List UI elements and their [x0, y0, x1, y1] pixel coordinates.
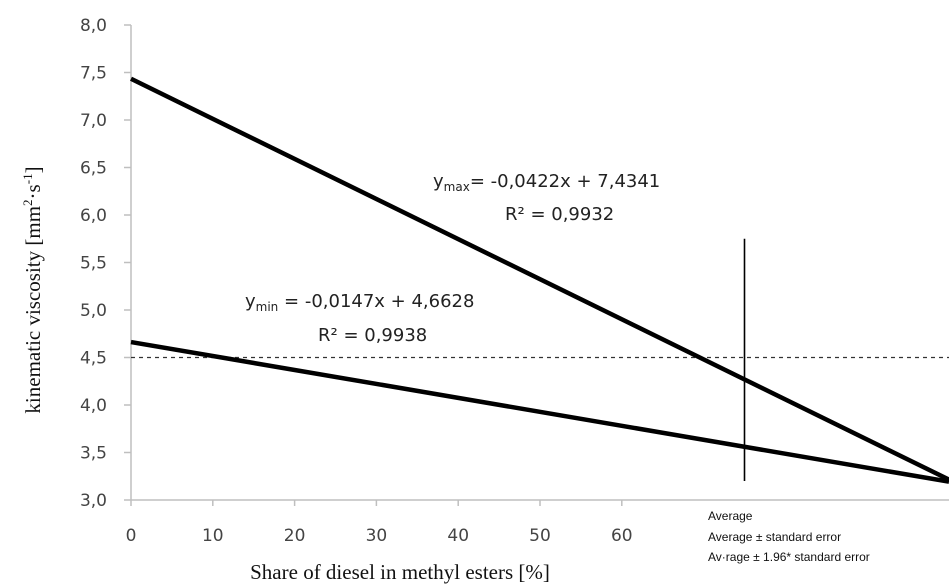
legend-item-average-196se: Av·rage ± 1.96* standard error — [708, 550, 870, 564]
x-tick-label: 0 — [126, 526, 137, 546]
legend-item-average-se: Average ± standard error — [708, 530, 841, 544]
y-tick-label: 3,0 — [80, 491, 107, 511]
chart-marks — [130, 76, 949, 484]
y-tick-label: 4,5 — [80, 349, 107, 369]
legend-item-average: Average — [708, 509, 753, 523]
y-tick-label: 7,0 — [80, 111, 107, 131]
x-tick-label: 40 — [447, 526, 469, 546]
x-tick-label: 20 — [284, 526, 306, 546]
ymax-equation: ymax= -0,0422x + 7,4341 — [433, 171, 660, 194]
y-tick-label: 8,0 — [80, 16, 107, 36]
ymin-r2: R² = 0,9938 — [318, 325, 427, 346]
y-tick-label: 7,5 — [80, 64, 107, 84]
y-tick-label: 6,5 — [80, 159, 107, 179]
series-line-ymin — [130, 339, 949, 484]
x-tick-label: 50 — [529, 526, 551, 546]
legend: Average Average ± standard error Av·rage… — [708, 509, 870, 564]
ymax-r2: R² = 0,9932 — [505, 204, 614, 225]
series-line-ymax — [130, 76, 949, 482]
x-tick-label: 60 — [611, 526, 633, 546]
tick-labels: 3,0 3,5 4,0 4,5 5,0 5,5 6,0 6,5 7,0 7,5 8,0 0 10 20 30… — [80, 16, 633, 546]
x-tick-label: 10 — [202, 526, 224, 546]
axes — [124, 24, 949, 506]
y-tick-label: 3,5 — [80, 444, 107, 464]
y-tick-label: 5,5 — [80, 254, 107, 274]
x-axis-label: Share of diesel in methyl esters [%] — [250, 560, 550, 584]
y-axis-label: kinematic viscosity [mm2·s-1] — [20, 166, 45, 413]
y-tick-label: 6,0 — [80, 206, 107, 226]
y-tick-label: 4,0 — [80, 396, 107, 416]
y-tick-label: 5,0 — [80, 301, 107, 321]
x-tick-label: 30 — [366, 526, 388, 546]
ymin-equation: ymin = -0,0147x + 4,6628 — [245, 291, 474, 314]
